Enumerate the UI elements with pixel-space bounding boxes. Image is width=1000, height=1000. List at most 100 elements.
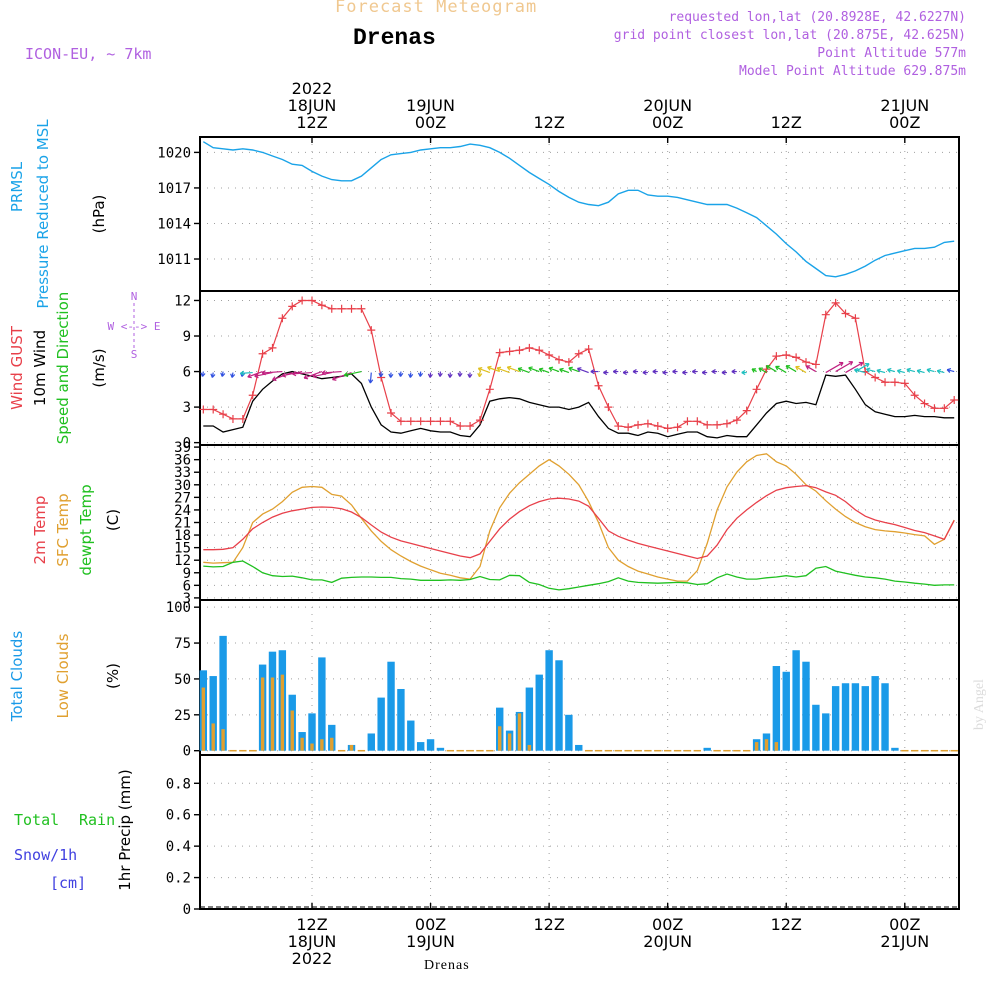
bottom-time-label: 19JUN: [406, 932, 455, 951]
low-cloud-bar: [310, 743, 314, 751]
top-time-label: 00Z: [889, 113, 920, 132]
sfc-temp-line: [203, 453, 955, 582]
wind-arrow-head: [603, 369, 608, 376]
wind-arrow-head: [865, 363, 870, 368]
top-time-label: 12Z: [533, 113, 564, 132]
wind-arrow-head: [632, 368, 637, 375]
wind-arrow: [496, 367, 510, 374]
low-cloud-bar: [221, 729, 225, 751]
gust-marker: [782, 350, 791, 359]
wind-10m-label: 10m Wind: [31, 330, 49, 406]
wind-arrow: [312, 371, 332, 378]
total-cloud-bar: [565, 714, 573, 751]
wind-arrow-head: [758, 367, 763, 372]
wind-10m-line: [203, 370, 955, 439]
gust-marker: [555, 355, 563, 364]
gust-marker: [219, 410, 228, 419]
gust-marker: [288, 302, 297, 311]
total-cloud-bar: [377, 697, 385, 751]
wind-arrow-head: [751, 368, 757, 373]
gust-marker: [683, 417, 692, 426]
wind-arrow-head: [926, 367, 932, 373]
wind-arrow-head: [854, 367, 859, 373]
wind-arrow-head: [210, 373, 216, 378]
pressure-panel: 1011 1014 1017 1020: [157, 136, 960, 292]
gust-label: Wind GUST: [8, 325, 26, 410]
bottom-time-label: 12Z: [533, 915, 564, 934]
y-tick-label: 0.4: [166, 839, 191, 855]
total-cloud-bar: [871, 676, 879, 751]
pressure-frame: [199, 136, 960, 292]
compass-north: N: [131, 290, 138, 303]
wind-arrow: [937, 370, 945, 374]
wind-arrow-head: [200, 372, 206, 377]
y-tick-label: 1020: [157, 145, 191, 161]
total-cloud-bar: [812, 704, 820, 751]
gust-marker: [910, 391, 919, 400]
low-cloud-bar: [507, 733, 512, 751]
wind-arrow: [292, 371, 313, 375]
wind-arrow: [577, 367, 589, 374]
wind-arrow: [247, 370, 263, 378]
total-cloud-bar: [397, 688, 405, 751]
gust-marker: [653, 422, 662, 431]
wind-arrow: [507, 366, 520, 373]
y-tick-label: 1014: [157, 216, 191, 232]
wind-arrow-head: [916, 368, 922, 374]
wind-arrow-head: [805, 365, 811, 370]
precip-unit-label: 1hr Precip (mm): [116, 769, 134, 890]
total-cloud-bar: [209, 676, 217, 751]
wind-arrow-head: [795, 365, 800, 371]
y-tick-label: 25: [174, 708, 191, 724]
low-clouds-label: Low Clouds: [54, 633, 72, 718]
y-tick-label: 12: [174, 553, 191, 569]
y-tick-label: 9: [183, 566, 191, 582]
wind-arrow: [344, 370, 362, 376]
gust-marker: [347, 304, 356, 313]
wind-arrow: [775, 365, 787, 374]
dewpt-temp-line: [203, 560, 955, 591]
wind-arrow-head: [408, 373, 414, 378]
wind-arrow-head: [477, 367, 483, 372]
gust-marker: [703, 420, 712, 429]
bottom-time-label: 00Z: [415, 915, 446, 934]
wind-arrow-head: [303, 374, 309, 380]
total-cloud-bar: [436, 747, 445, 751]
clouds-unit: (%): [104, 663, 122, 689]
wind-arrow-head: [741, 369, 746, 376]
wind-arrow-head: [936, 368, 942, 374]
temp-dewpt-label: dewpt Temp: [77, 484, 95, 575]
precip-panel: 0 0.2 0.4 0.6 0.8: [166, 754, 960, 918]
wind-arrow-head: [368, 379, 374, 384]
gust-marker: [545, 350, 554, 359]
wind-arrow-head: [230, 373, 236, 378]
temp-2m-label: 2m Temp: [31, 496, 49, 565]
gust-marker: [337, 304, 346, 313]
gust-marker: [940, 404, 949, 413]
gust-marker: [515, 346, 524, 355]
y-tick-label: 39: [174, 440, 191, 456]
pressure-unit: (hPa): [90, 195, 108, 234]
gust-marker: [406, 417, 415, 426]
gust-marker: [396, 417, 405, 426]
wind-arrow-head: [261, 370, 266, 376]
wind-arrow-head: [247, 373, 252, 379]
gust-marker: [772, 352, 781, 361]
precip-rain-label: Rain: [79, 811, 115, 829]
wind-arrow: [946, 369, 955, 373]
total-cloud-bar: [861, 686, 869, 751]
temp-unit: (C): [104, 509, 122, 531]
total-cloud-bar: [308, 713, 316, 751]
total-clouds-label: Total Clouds: [8, 631, 26, 723]
wind-unit: (m/s): [90, 348, 108, 387]
wind-arrow-head: [343, 372, 349, 378]
wind-arrow-head: [447, 373, 453, 378]
gust-marker: [792, 353, 801, 362]
gust-marker: [594, 381, 603, 390]
gust-marker: [634, 420, 643, 429]
gust-marker: [199, 405, 208, 414]
location-title: Drenas: [353, 25, 436, 51]
low-cloud-bar: [754, 742, 759, 751]
y-tick-label: 0.2: [166, 871, 191, 887]
